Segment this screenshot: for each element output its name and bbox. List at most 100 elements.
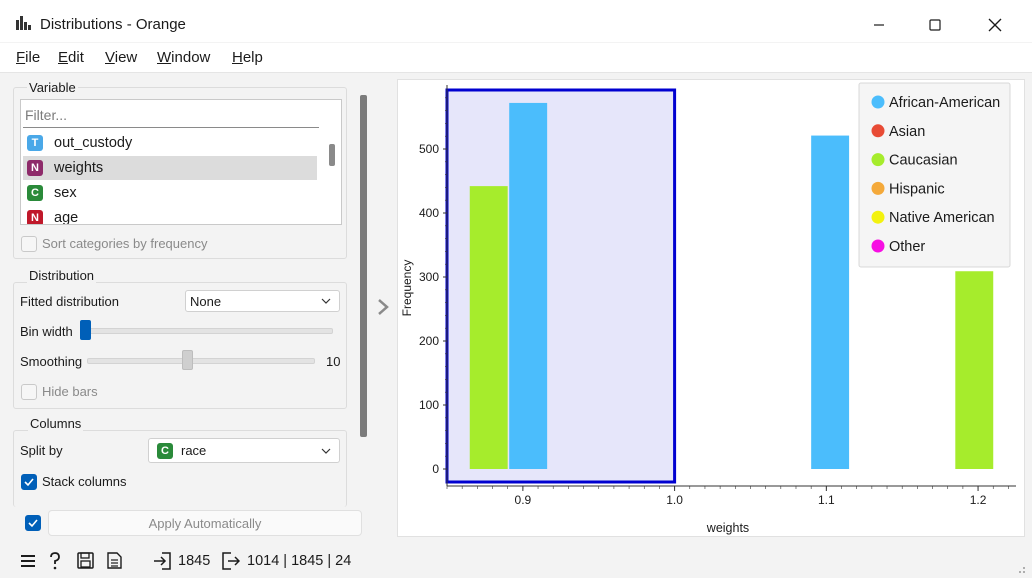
distribution-group-title: Distribution	[27, 268, 97, 283]
histogram-bar[interactable]	[955, 271, 994, 469]
split-by-label: Split by	[20, 443, 63, 458]
legend-label: Native American	[889, 210, 995, 226]
menu-help[interactable]: Help	[232, 49, 263, 66]
hide-bars-label: Hide bars	[42, 384, 98, 399]
y-axis-label: Frequency	[400, 260, 414, 317]
legend-label: Hispanic	[889, 181, 945, 197]
variable-group-title: Variable	[27, 80, 78, 95]
legend-label: Asian	[889, 124, 925, 140]
checkmark-icon	[24, 478, 34, 487]
legend-marker	[871, 95, 885, 109]
stack-columns-checkbox[interactable]	[21, 474, 37, 490]
variable-list-scrollbar[interactable]	[325, 102, 339, 220]
minimize-icon	[874, 24, 884, 26]
legend-marker	[871, 210, 885, 224]
chevron-down-icon	[321, 298, 331, 304]
histogram-bar[interactable]	[509, 102, 548, 470]
variable-item-out-custody[interactable]: T out_custody	[23, 131, 317, 155]
close-icon	[988, 18, 1002, 32]
sort-categories-label: Sort categories by frequency	[42, 236, 208, 251]
smoothing-slider-handle[interactable]	[182, 350, 193, 370]
window-title: Distributions - Orange	[40, 16, 186, 33]
apply-button[interactable]: Apply Automatically	[48, 510, 362, 536]
scrollbar-thumb[interactable]	[329, 144, 335, 166]
distribution-plot[interactable]: 0 100 200 300 400 500 0.9 1.0 1.1 1.2 weights Frequ…	[397, 79, 1025, 537]
variable-item-label: sex	[54, 185, 77, 201]
y-tick-label: 500	[419, 142, 439, 156]
help-icon[interactable]	[48, 552, 62, 570]
sort-categories-checkbox[interactable]	[21, 236, 37, 252]
menu-window[interactable]: Window	[157, 49, 211, 66]
smoothing-value: 10	[326, 354, 341, 369]
bin-width-label: Bin width	[20, 324, 73, 339]
input-icon	[154, 552, 171, 570]
minimize-button[interactable]	[856, 8, 902, 42]
menu-bar: File Edit View Window Help	[0, 43, 1032, 73]
y-tick-label: 100	[419, 398, 439, 412]
menu-icon[interactable]	[20, 554, 36, 568]
y-tick-label: 400	[419, 206, 439, 220]
x-tick-label: 0.9	[515, 493, 532, 507]
report-icon[interactable]	[107, 552, 122, 569]
variable-filter-input[interactable]	[23, 102, 319, 128]
panel-splitter[interactable]	[360, 95, 367, 437]
legend-marker	[871, 239, 885, 253]
text-variable-icon: T	[27, 135, 43, 151]
y-tick-label: 200	[419, 334, 439, 348]
x-tick-label: 1.2	[970, 493, 987, 507]
output-icon	[222, 552, 240, 570]
legend-label: African-American	[889, 95, 1000, 111]
bin-width-slider-handle[interactable]	[80, 320, 91, 340]
split-by-select[interactable]: C race	[148, 438, 340, 463]
variable-item-sex[interactable]: C sex	[23, 181, 317, 205]
stack-columns-label: Stack columns	[42, 474, 127, 489]
numeric-variable-icon: N	[27, 160, 43, 176]
bar-chart-icon	[16, 16, 31, 30]
smoothing-label: Smoothing	[20, 354, 83, 369]
distribution-chart[interactable]: 0 100 200 300 400 500 0.9 1.0 1.1 1.2 weights Frequ…	[398, 80, 1024, 536]
output-summary: 1014 | 1845 | 24	[247, 553, 352, 569]
variable-item-label: weights	[54, 160, 104, 176]
columns-group-title: Columns	[28, 416, 84, 431]
apply-automatically-checkbox[interactable]	[25, 515, 41, 531]
variable-item-weights[interactable]: N weights	[23, 156, 317, 180]
title-bar[interactable]: Distributions - Orange	[0, 0, 1032, 42]
variable-item-label: out_custody	[54, 135, 133, 151]
chevron-right-icon[interactable]	[376, 298, 390, 316]
smoothing-slider[interactable]	[87, 358, 315, 364]
input-count: 1845	[178, 553, 211, 569]
checkmark-icon	[28, 519, 38, 528]
maximize-button[interactable]	[912, 8, 958, 42]
resize-grip-icon[interactable]	[1016, 564, 1026, 574]
numeric-variable-icon: N	[27, 210, 43, 224]
menu-view[interactable]: View	[105, 49, 138, 66]
categorical-variable-icon: C	[157, 442, 173, 459]
menu-edit[interactable]: Edit	[58, 49, 84, 66]
fitted-distribution-label: Fitted distribution	[20, 294, 119, 309]
menu-file[interactable]: File	[16, 49, 41, 66]
close-button[interactable]	[972, 8, 1018, 42]
legend-label: Other	[889, 239, 925, 255]
x-tick-label: 1.1	[818, 493, 835, 507]
legend-marker	[871, 181, 885, 195]
legend-marker	[871, 153, 885, 167]
x-axis-label: weights	[706, 521, 749, 535]
y-tick-label: 0	[432, 462, 439, 476]
variable-item-age[interactable]: N age	[23, 206, 317, 225]
hide-bars-checkbox[interactable]	[21, 384, 37, 400]
bin-width-slider[interactable]	[80, 328, 333, 334]
variable-list[interactable]: T out_custody N weights C sex N age	[20, 99, 342, 225]
fitted-distribution-select[interactable]: None	[185, 290, 340, 312]
variable-item-label: age	[54, 210, 79, 225]
histogram-bar[interactable]	[811, 135, 850, 469]
legend-marker	[871, 124, 885, 138]
maximize-icon	[929, 19, 941, 31]
legend-box	[858, 82, 1011, 268]
chevron-down-icon	[321, 448, 331, 454]
histogram-bar[interactable]	[469, 186, 508, 469]
x-tick-label: 1.0	[666, 493, 683, 507]
save-icon[interactable]	[77, 552, 94, 569]
legend-label: Caucasian	[889, 153, 958, 169]
fitted-distribution-value: None	[190, 293, 222, 309]
